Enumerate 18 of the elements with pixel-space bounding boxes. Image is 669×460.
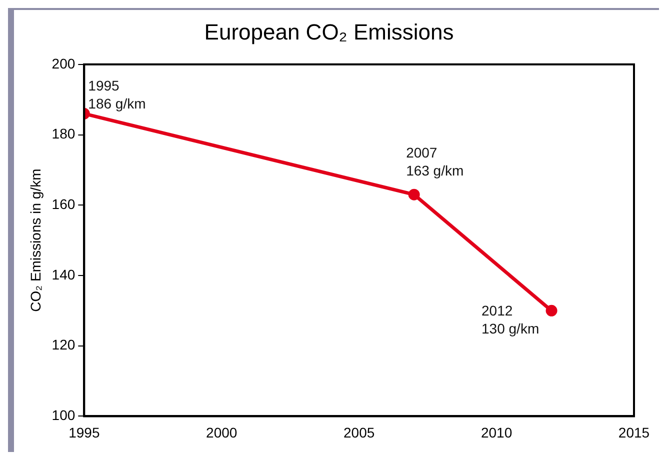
y-tick-label: 100: [52, 407, 76, 424]
y-axis-title: CO₂ Emissions in g/km: [27, 168, 44, 312]
x-tick-label: 1995: [68, 424, 100, 440]
x-tick-label: 2015: [618, 424, 650, 440]
point: [546, 304, 558, 316]
y-tick-label: 140: [52, 266, 76, 282]
y-tick-label: 120: [52, 336, 76, 353]
x-tick-label: 2005: [344, 424, 375, 440]
x-tick-label: 2010: [480, 424, 512, 440]
annotation: 2007 163 g/km: [406, 144, 464, 178]
point: [408, 188, 420, 200]
y-tick-label: 200: [52, 55, 76, 72]
annotation: 1995 186 g/km: [88, 78, 146, 112]
annotation: 2012 130 g/km: [482, 302, 540, 337]
x-tick-label: 2000: [206, 424, 238, 440]
chart-title: European CO₂ Emissions: [204, 19, 454, 44]
y-tick-label: 160: [52, 196, 76, 212]
y-tick-label: 180: [52, 126, 76, 142]
